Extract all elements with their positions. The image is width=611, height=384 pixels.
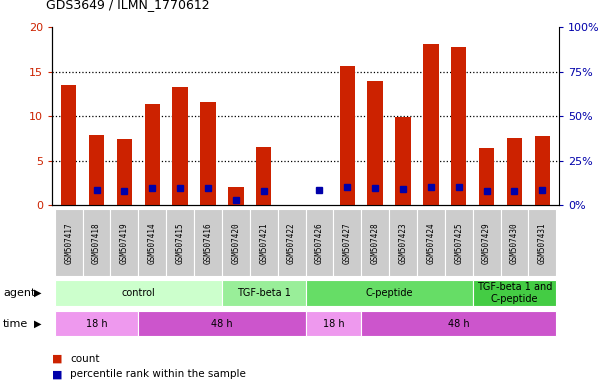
Bar (166, 209, 194, 276)
Text: GDS3649 / ILMN_1770612: GDS3649 / ILMN_1770612 (46, 0, 210, 12)
Bar (361, 209, 389, 276)
Bar (417, 209, 445, 276)
Bar (507, 139, 522, 205)
Text: GSM507427: GSM507427 (343, 222, 352, 264)
Bar (306, 209, 334, 276)
Text: agent: agent (3, 288, 35, 298)
Text: GSM507424: GSM507424 (426, 222, 436, 264)
Text: GSM507423: GSM507423 (398, 222, 408, 264)
Text: GSM507414: GSM507414 (148, 222, 157, 264)
Text: GSM507431: GSM507431 (538, 222, 547, 264)
Text: GSM507418: GSM507418 (92, 222, 101, 264)
Text: 18 h: 18 h (86, 318, 108, 329)
Text: TGF-beta 1: TGF-beta 1 (237, 288, 291, 298)
Text: C-peptide: C-peptide (365, 288, 413, 298)
Text: GSM507422: GSM507422 (287, 222, 296, 264)
Text: TGF-beta 1 and
C-peptide: TGF-beta 1 and C-peptide (477, 282, 552, 304)
Bar (445, 209, 473, 276)
Text: GSM507419: GSM507419 (120, 222, 129, 264)
Text: GSM507420: GSM507420 (232, 222, 240, 264)
Bar (194, 209, 222, 276)
Text: percentile rank within the sample: percentile rank within the sample (70, 369, 246, 379)
Bar (200, 102, 216, 205)
Text: GSM507415: GSM507415 (175, 222, 185, 264)
Bar (61, 85, 76, 205)
Bar (111, 209, 138, 276)
Bar (361, 311, 556, 336)
Text: GSM507417: GSM507417 (64, 222, 73, 264)
Text: GSM507428: GSM507428 (371, 222, 379, 264)
Bar (256, 147, 271, 205)
Text: ■: ■ (52, 354, 62, 364)
Bar (367, 81, 383, 205)
Text: GSM507425: GSM507425 (454, 222, 463, 264)
Bar (82, 209, 111, 276)
Bar (222, 280, 306, 306)
Bar (228, 187, 244, 205)
Bar (473, 280, 556, 306)
Text: control: control (122, 288, 155, 298)
Bar (500, 209, 529, 276)
Bar (55, 311, 138, 336)
Bar (529, 209, 556, 276)
Text: GSM507430: GSM507430 (510, 222, 519, 264)
Bar (306, 311, 361, 336)
Bar (55, 209, 82, 276)
Text: 18 h: 18 h (323, 318, 344, 329)
Bar (138, 209, 166, 276)
Bar (138, 311, 306, 336)
Text: 48 h: 48 h (211, 318, 233, 329)
Text: 48 h: 48 h (448, 318, 470, 329)
Text: GSM507426: GSM507426 (315, 222, 324, 264)
Text: ▶: ▶ (34, 288, 41, 298)
Bar (395, 117, 411, 205)
Text: ▶: ▶ (34, 318, 41, 329)
Text: time: time (3, 318, 28, 329)
Text: GSM507421: GSM507421 (259, 222, 268, 264)
Text: GSM507416: GSM507416 (203, 222, 213, 264)
Bar (451, 46, 466, 205)
Bar (172, 87, 188, 205)
Text: ■: ■ (52, 369, 62, 379)
Text: count: count (70, 354, 100, 364)
Bar (423, 44, 439, 205)
Bar (535, 136, 550, 205)
Bar (479, 148, 494, 205)
Bar (340, 66, 355, 205)
Bar (145, 104, 160, 205)
Bar (277, 209, 306, 276)
Bar (250, 209, 277, 276)
Bar (117, 139, 132, 205)
Bar (473, 209, 500, 276)
Bar (55, 280, 222, 306)
Bar (306, 280, 473, 306)
Bar (334, 209, 361, 276)
Text: GSM507429: GSM507429 (482, 222, 491, 264)
Bar (89, 135, 104, 205)
Bar (222, 209, 250, 276)
Bar (389, 209, 417, 276)
